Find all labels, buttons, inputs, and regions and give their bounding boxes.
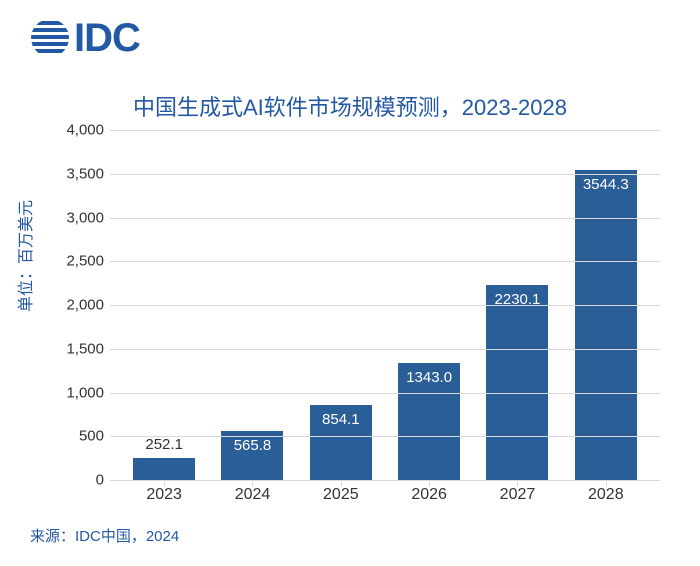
y-tick-label: 1,500 [44, 340, 104, 357]
y-tick-label: 0 [44, 472, 104, 489]
grid-line [110, 436, 660, 437]
bar-slot: 252.1 [133, 458, 195, 480]
x-axis-label: 2024 [221, 486, 283, 504]
chart-title: 中国生成式AI软件市场规模预测，2023-2028 [0, 90, 700, 122]
bar: 1343.0 [398, 363, 460, 481]
bar: 565.8 [221, 431, 283, 481]
bar-slot: 2230.1 [486, 285, 548, 480]
x-axis-label: 2027 [486, 486, 548, 504]
bar-slot: 854.1 [310, 405, 372, 480]
grid-line [110, 174, 660, 175]
bar: 2230.1 [486, 285, 548, 480]
x-axis-labels: 2023 2024 2025 2026 2027 2028 [110, 486, 660, 504]
bar: 252.1 [133, 458, 195, 480]
bar: 3544.3 [575, 170, 637, 480]
grid-line [110, 349, 660, 350]
idc-logo-mark-icon [30, 18, 70, 58]
grid-line [110, 480, 660, 481]
bar-value-label: 3544.3 [575, 176, 637, 193]
y-axis-label: 单位：百万美元 [12, 200, 36, 312]
chart-plot-area: 252.1565.8854.11343.02230.13544.3 05001,… [110, 130, 660, 480]
grid-line [110, 393, 660, 394]
grid-line [110, 130, 660, 131]
grid-line [110, 218, 660, 219]
x-axis-label: 2026 [398, 486, 460, 504]
y-tick-label: 2,000 [44, 297, 104, 314]
bar-value-label: 565.8 [221, 437, 283, 454]
x-axis-label: 2025 [310, 486, 372, 504]
y-tick-label: 1,000 [44, 384, 104, 401]
bar-value-label: 854.1 [310, 411, 372, 428]
idc-logo: IDC [30, 18, 140, 58]
bar-slot: 1343.0 [398, 363, 460, 481]
y-tick-label: 3,500 [44, 165, 104, 182]
bar-value-label: 1343.0 [398, 369, 460, 386]
grid-line [110, 305, 660, 306]
y-tick-label: 4,000 [44, 122, 104, 139]
bar-value-label: 252.1 [133, 436, 195, 453]
y-tick-label: 500 [44, 428, 104, 445]
y-tick-label: 3,000 [44, 209, 104, 226]
bar-slot: 3544.3 [575, 170, 637, 480]
source-text: 来源：IDC中国，2024 [30, 525, 179, 546]
y-tick-label: 2,500 [44, 253, 104, 270]
bar: 854.1 [310, 405, 372, 480]
grid-line [110, 261, 660, 262]
x-axis-label: 2023 [133, 486, 195, 504]
x-axis-label: 2028 [575, 486, 637, 504]
idc-logo-text: IDC [74, 18, 140, 58]
bar-slot: 565.8 [221, 431, 283, 481]
